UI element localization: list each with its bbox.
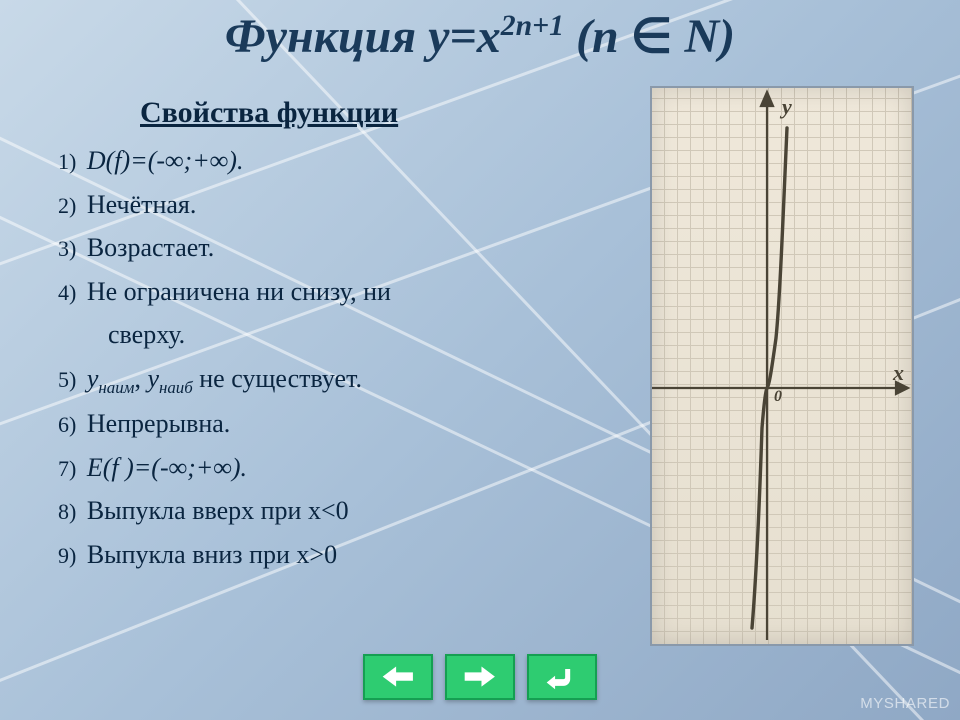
property-row: 2) Нечётная. (58, 184, 598, 226)
title-suffix-close: N) (672, 10, 735, 63)
property-row: 8) Выпукла вверх при x<0 (58, 490, 598, 532)
property-text: сверху. (108, 320, 185, 349)
property-row: 3) Возрастает. (58, 227, 598, 269)
property-row: 6) Непрерывна. (58, 403, 598, 445)
property-number: 6) (58, 412, 76, 437)
properties-heading: Свойства функции (140, 96, 398, 130)
x-axis-label: x (893, 360, 904, 386)
y-axis-label: y (782, 94, 792, 120)
title-suffix-open: (n (564, 10, 631, 63)
property-number: 3) (58, 236, 76, 261)
graph-svg (652, 88, 912, 644)
property-number: 4) (58, 280, 76, 305)
title-prefix: Функция y=x (225, 10, 501, 63)
origin-label: 0 (774, 388, 782, 406)
properties-list: 1) D(f)=(-∞;+∞).2) Нечётная.3) Возрастае… (58, 140, 598, 578)
property-number: 9) (58, 543, 76, 568)
property-number: 5) (58, 367, 76, 392)
property-row: 9) Выпукла вниз при x>0 (58, 534, 598, 576)
property-number: 1) (58, 149, 76, 174)
return-icon (542, 664, 582, 689)
property-text: E(f )=(-∞;+∞). (80, 453, 247, 482)
property-number: 2) (58, 193, 76, 218)
nav-next-button[interactable] (445, 654, 515, 700)
property-row: сверху. (58, 314, 598, 356)
property-text: Возрастает. (80, 233, 214, 262)
property-row: 7) E(f )=(-∞;+∞). (58, 447, 598, 489)
slide: Функция y=x2n+1 (n ∈ N) Свойства функции… (0, 0, 960, 720)
nav-home-button[interactable] (527, 654, 597, 700)
property-row: 5) yнаим, yнаиб не существует. (58, 358, 598, 401)
property-row: 4) Не ограничена ни снизу, ни (58, 271, 598, 313)
watermark: MYSHARED (860, 695, 950, 712)
property-text: D(f)=(-∞;+∞). (80, 146, 243, 175)
property-number: 8) (58, 499, 76, 524)
element-of-symbol: ∈ (631, 10, 673, 63)
arrow-left-icon (378, 664, 418, 689)
property-text: Выпукла вверх при x<0 (80, 496, 348, 525)
nav-prev-button[interactable] (363, 654, 433, 700)
property-row: 1) D(f)=(-∞;+∞). (58, 140, 598, 182)
property-text: Не ограничена ни снизу, ни (80, 277, 391, 306)
arrow-right-icon (460, 664, 500, 689)
property-text: yнаим, yнаиб не существует. (80, 364, 362, 393)
title-exponent: 2n+1 (501, 9, 564, 42)
property-text: Выпукла вниз при x>0 (80, 540, 337, 569)
slide-title: Функция y=x2n+1 (n ∈ N) (0, 8, 960, 64)
graph-panel: y x 0 (652, 88, 912, 644)
property-number: 7) (58, 456, 76, 481)
nav-bar (0, 654, 960, 708)
property-text: Непрерывна. (80, 409, 230, 438)
property-text: Нечётная. (80, 190, 196, 219)
